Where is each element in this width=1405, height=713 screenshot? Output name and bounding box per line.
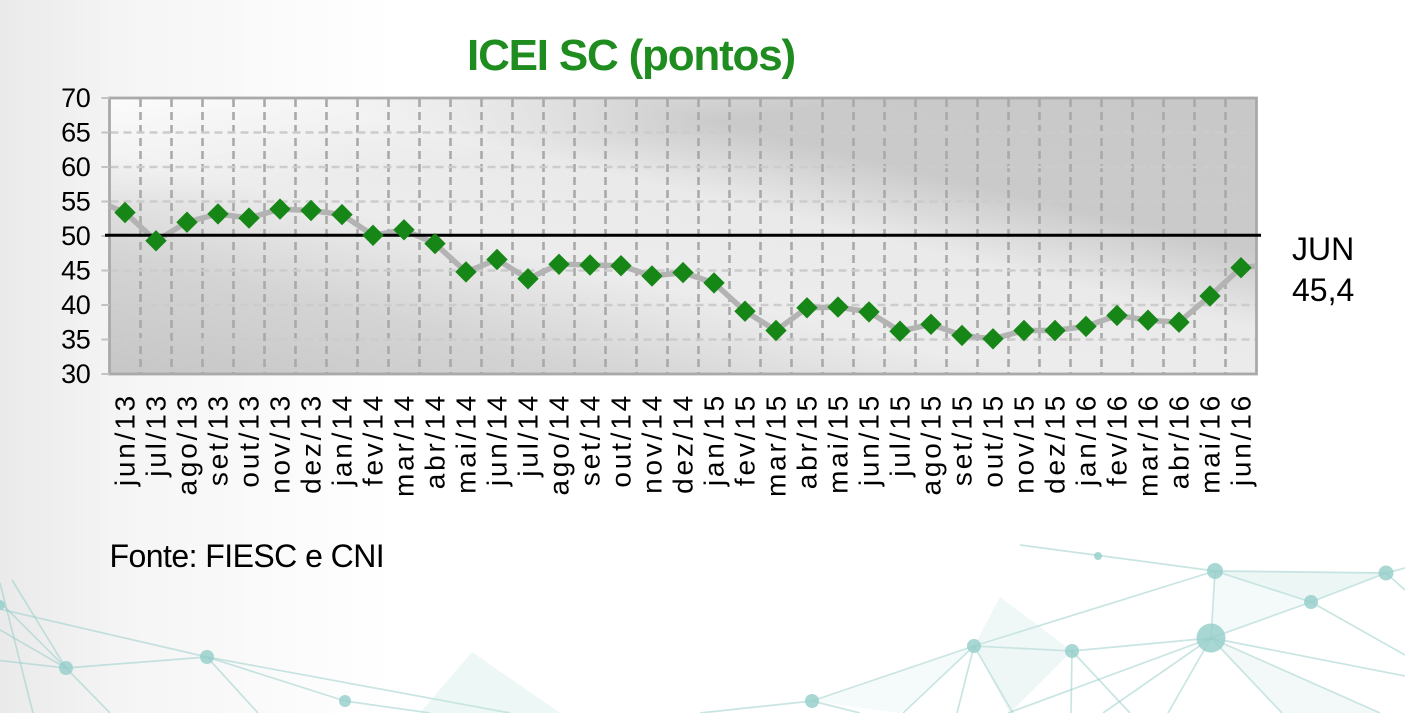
svg-text:ago/13: ago/13	[172, 393, 203, 495]
svg-text:set/14: set/14	[575, 393, 606, 486]
svg-text:mai/15: mai/15	[823, 393, 854, 494]
svg-text:out/15: out/15	[978, 393, 1009, 488]
svg-text:dez/13: dez/13	[296, 393, 327, 494]
svg-text:50: 50	[61, 221, 90, 251]
svg-text:mar/16: mar/16	[1133, 393, 1164, 497]
svg-text:nov/13: nov/13	[265, 393, 296, 494]
svg-text:55: 55	[61, 187, 90, 217]
svg-text:mar/14: mar/14	[389, 393, 420, 497]
svg-text:jun/16: jun/16	[1226, 393, 1257, 487]
svg-text:jan/14: jan/14	[327, 393, 358, 487]
svg-text:out/14: out/14	[606, 393, 637, 488]
svg-text:mai/16: mai/16	[1195, 393, 1226, 494]
svg-text:45: 45	[61, 256, 90, 286]
svg-text:mai/14: mai/14	[451, 393, 482, 494]
svg-text:out/13: out/13	[234, 393, 265, 488]
svg-text:jan/16: jan/16	[1071, 393, 1102, 487]
svg-text:fev/14: fev/14	[358, 393, 389, 486]
svg-text:nov/14: nov/14	[637, 393, 668, 494]
svg-text:40: 40	[61, 290, 90, 320]
svg-text:Fonte: FIESC e CNI: Fonte: FIESC e CNI	[110, 538, 385, 574]
svg-text:ago/14: ago/14	[544, 393, 575, 495]
svg-text:JUN: JUN	[1292, 231, 1354, 267]
svg-text:60: 60	[61, 152, 90, 182]
svg-text:70: 70	[61, 83, 90, 113]
svg-text:abr/16: abr/16	[1164, 393, 1195, 489]
svg-text:ago/15: ago/15	[916, 393, 947, 495]
svg-text:65: 65	[61, 118, 90, 148]
svg-text:45,4: 45,4	[1292, 272, 1354, 308]
svg-text:abr/14: abr/14	[420, 393, 451, 489]
svg-text:jul/15: jul/15	[885, 393, 916, 478]
svg-text:jun/13: jun/13	[110, 393, 141, 487]
svg-text:dez/14: dez/14	[668, 393, 699, 494]
svg-text:set/13: set/13	[203, 393, 234, 486]
svg-text:jul/13: jul/13	[141, 393, 172, 478]
svg-text:set/15: set/15	[947, 393, 978, 486]
svg-text:jun/15: jun/15	[854, 393, 885, 487]
svg-text:jul/14: jul/14	[513, 393, 544, 478]
svg-text:fev/16: fev/16	[1102, 393, 1133, 486]
svg-text:ICEI SC (pontos): ICEI SC (pontos)	[467, 31, 795, 80]
svg-text:mar/15: mar/15	[761, 393, 792, 497]
svg-text:jun/14: jun/14	[482, 393, 513, 487]
svg-text:abr/15: abr/15	[792, 393, 823, 489]
svg-text:dez/15: dez/15	[1040, 393, 1071, 494]
svg-text:nov/15: nov/15	[1009, 393, 1040, 494]
svg-text:30: 30	[61, 359, 90, 389]
svg-text:fev/15: fev/15	[730, 393, 761, 486]
svg-text:jan/15: jan/15	[699, 393, 730, 487]
svg-text:35: 35	[61, 325, 90, 355]
